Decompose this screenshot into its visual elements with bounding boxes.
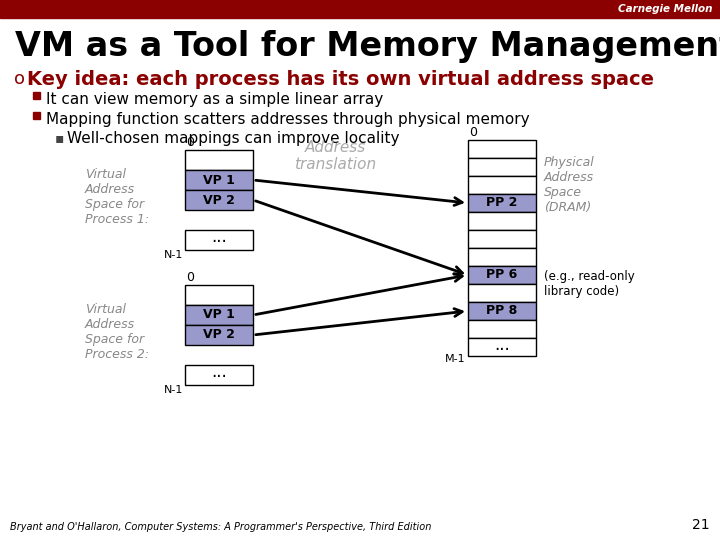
Text: Address
translation: Address translation	[294, 140, 376, 172]
Bar	[468, 248, 536, 266]
Text: PP 2: PP 2	[486, 197, 518, 210]
Text: ▪: ▪	[55, 131, 64, 145]
Text: Physical
Address
Space
(DRAM): Physical Address Space (DRAM)	[544, 156, 595, 214]
Bar	[185, 170, 253, 190]
Text: ...: ...	[211, 228, 227, 246]
Text: N-1: N-1	[163, 250, 183, 260]
Text: Bryant and O'Hallaron, Computer Systems: A Programmer's Perspective, Third Editi: Bryant and O'Hallaron, Computer Systems:…	[10, 522, 431, 532]
Text: PP 6: PP 6	[487, 268, 518, 281]
Text: Virtual
Address
Space for
Process 2:: Virtual Address Space for Process 2:	[85, 303, 149, 361]
Text: VP 1: VP 1	[203, 308, 235, 321]
Text: ...: ...	[494, 336, 510, 354]
Bar	[185, 305, 253, 325]
Text: VP 2: VP 2	[203, 328, 235, 341]
Bar	[185, 150, 253, 170]
Bar	[468, 230, 536, 248]
Text: (e.g., read-only
library code): (e.g., read-only library code)	[544, 270, 635, 298]
Text: VP 2: VP 2	[203, 193, 235, 206]
Bar	[0, 0, 720, 18]
Text: Mapping function scatters addresses through physical memory: Mapping function scatters addresses thro…	[46, 112, 530, 127]
Text: PP 8: PP 8	[487, 305, 518, 318]
Text: 0: 0	[469, 126, 477, 139]
Bar	[468, 284, 536, 302]
Text: 0: 0	[186, 136, 194, 149]
Text: Well-chosen mappings can improve locality: Well-chosen mappings can improve localit…	[67, 131, 400, 146]
Text: 21: 21	[693, 518, 710, 532]
Bar	[468, 302, 536, 320]
Bar	[185, 230, 253, 250]
Text: o: o	[14, 70, 25, 88]
Bar	[33, 92, 40, 99]
Text: Virtual
Address
Space for
Process 1:: Virtual Address Space for Process 1:	[85, 168, 149, 226]
Text: VP 1: VP 1	[203, 173, 235, 186]
Bar	[468, 212, 536, 230]
Bar	[185, 285, 253, 305]
Text: N-1: N-1	[163, 385, 183, 395]
Text: Key idea: each process has its own virtual address space: Key idea: each process has its own virtu…	[27, 70, 654, 89]
Bar	[468, 320, 536, 338]
Bar	[468, 176, 536, 194]
Text: ...: ...	[211, 363, 227, 381]
Text: Carnegie Mellon: Carnegie Mellon	[618, 4, 712, 14]
Bar	[33, 112, 40, 119]
Text: 0: 0	[186, 271, 194, 284]
Text: VM as a Tool for Memory Management: VM as a Tool for Memory Management	[15, 30, 720, 63]
Bar	[185, 365, 253, 385]
Bar	[185, 190, 253, 210]
Bar	[468, 194, 536, 212]
Bar	[468, 140, 536, 158]
Text: It can view memory as a simple linear array: It can view memory as a simple linear ar…	[46, 92, 383, 107]
Bar	[185, 325, 253, 345]
Text: M-1: M-1	[446, 354, 466, 364]
Bar	[468, 158, 536, 176]
Bar	[468, 266, 536, 284]
Bar	[468, 338, 536, 356]
